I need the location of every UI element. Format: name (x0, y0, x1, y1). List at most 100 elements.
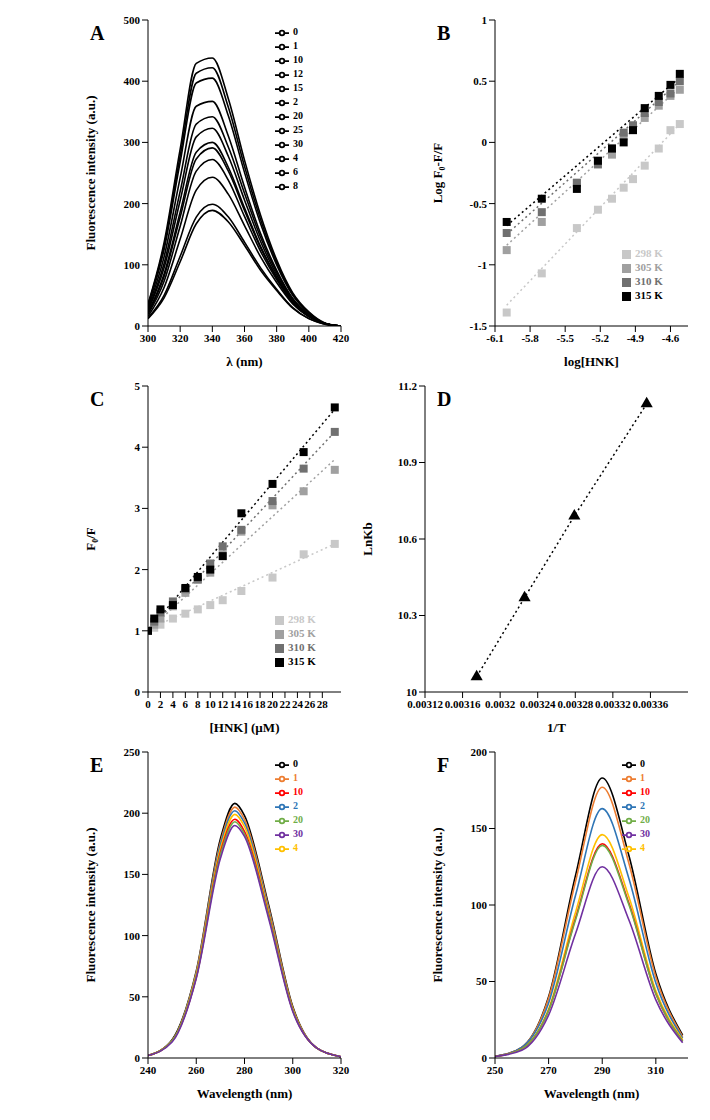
svg-text:280: 280 (236, 1064, 253, 1076)
svg-text:-0.5: -0.5 (470, 198, 488, 210)
svg-text:λ (nm): λ (nm) (226, 354, 262, 369)
svg-text:-1: -1 (478, 259, 487, 271)
svg-text:0.00328: 0.00328 (557, 698, 593, 710)
svg-text:0.00336: 0.00336 (633, 698, 669, 710)
svg-text:0: 0 (482, 1052, 488, 1064)
svg-text:20: 20 (267, 698, 279, 710)
html-text:315 K: 315 K (635, 289, 663, 301)
svg-text:50: 50 (476, 975, 488, 987)
svg-text:22: 22 (279, 698, 291, 710)
svg-text:0.00316: 0.00316 (445, 698, 481, 710)
svg-text:24: 24 (292, 698, 304, 710)
svg-text:14: 14 (230, 698, 242, 710)
svg-text:-1.5: -1.5 (470, 320, 488, 332)
svg-text:11.2: 11.2 (398, 380, 417, 392)
svg-text:420: 420 (333, 332, 350, 344)
svg-text:10: 10 (205, 698, 217, 710)
svg-text:-5.8: -5.8 (521, 332, 539, 344)
html-text:A: A (90, 22, 105, 44)
svg-text:3: 3 (135, 502, 141, 514)
svg-text:Wavelength (nm): Wavelength (nm) (544, 1086, 640, 1101)
svg-text:0: 0 (482, 136, 488, 148)
html-text:298 K: 298 K (635, 247, 663, 259)
svg-text:1: 1 (135, 625, 141, 637)
svg-text:LnKb: LnKb (360, 522, 375, 555)
html-text:D: D (437, 388, 452, 410)
svg-text:-4.9: -4.9 (627, 332, 645, 344)
svg-text:Fluorescence intensity (a.u.): Fluorescence intensity (a.u.) (430, 827, 445, 982)
svg-text:250: 250 (487, 1064, 504, 1076)
svg-text:Wavelength (nm): Wavelength (nm) (197, 1086, 293, 1101)
svg-text:-5.2: -5.2 (592, 332, 610, 344)
svg-text:5: 5 (135, 380, 141, 392)
svg-text:2: 2 (158, 698, 164, 710)
svg-text:360: 360 (236, 332, 253, 344)
html-text:E: E (90, 754, 104, 776)
svg-text:100: 100 (124, 259, 141, 271)
svg-text:10.6: 10.6 (398, 533, 418, 545)
svg-text:200: 200 (471, 746, 488, 758)
svg-text:320: 320 (333, 1064, 350, 1076)
svg-text:4: 4 (170, 698, 176, 710)
html-text:B: B (437, 22, 451, 44)
svg-text:240: 240 (140, 1064, 157, 1076)
html-text:F: F (437, 754, 450, 776)
svg-text:400: 400 (301, 332, 318, 344)
svg-text:[HNK] (µM): [HNK] (µM) (210, 720, 280, 735)
html-text:310 K: 310 K (635, 275, 663, 287)
svg-text:F₀/F: F₀/F (83, 527, 98, 550)
svg-text:380: 380 (268, 332, 285, 344)
svg-text:150: 150 (471, 822, 488, 834)
svg-text:100: 100 (471, 899, 488, 911)
svg-text:Fluorescence intensity (a.u.): Fluorescence intensity (a.u.) (83, 827, 98, 982)
svg-text:0: 0 (135, 320, 141, 332)
svg-text:500: 500 (124, 14, 141, 26)
svg-text:150: 150 (124, 868, 141, 880)
svg-text:290: 290 (594, 1064, 611, 1076)
svg-text:100: 100 (124, 930, 141, 942)
svg-text:-6.1: -6.1 (486, 332, 503, 344)
svg-text:28: 28 (317, 698, 329, 710)
svg-text:300: 300 (285, 1064, 302, 1076)
svg-text:1/T: 1/T (547, 720, 566, 735)
svg-text:320: 320 (172, 332, 189, 344)
svg-text:0.00332: 0.00332 (595, 698, 631, 710)
svg-text:log[HNK]: log[HNK] (564, 354, 619, 369)
svg-text:1: 1 (482, 14, 488, 26)
svg-text:4: 4 (135, 441, 141, 453)
svg-text:0.00324: 0.00324 (520, 698, 556, 710)
svg-text:270: 270 (540, 1064, 557, 1076)
svg-text:26: 26 (304, 698, 316, 710)
svg-text:0.0032: 0.0032 (485, 698, 516, 710)
svg-text:10.3: 10.3 (398, 609, 418, 621)
svg-text:340: 340 (204, 332, 221, 344)
svg-text:10.9: 10.9 (398, 456, 418, 468)
svg-text:260: 260 (188, 1064, 205, 1076)
svg-text:8: 8 (195, 698, 201, 710)
svg-text:-4.6: -4.6 (662, 332, 680, 344)
svg-text:400: 400 (124, 75, 141, 87)
svg-text:0: 0 (135, 1052, 141, 1064)
svg-text:200: 200 (124, 198, 141, 210)
svg-text:0.5: 0.5 (473, 75, 487, 87)
svg-text:50: 50 (129, 991, 141, 1003)
svg-text:Log F₀-F/F: Log F₀-F/F (430, 143, 445, 204)
svg-text:0.00312: 0.00312 (407, 698, 443, 710)
svg-text:18: 18 (255, 698, 267, 710)
svg-text:6: 6 (183, 698, 189, 710)
svg-text:200: 200 (124, 807, 141, 819)
html-text:305 K: 305 K (635, 261, 663, 273)
svg-text:0: 0 (145, 698, 151, 710)
svg-text:300: 300 (140, 332, 157, 344)
svg-text:-5.5: -5.5 (556, 332, 574, 344)
svg-text:10: 10 (406, 686, 418, 698)
svg-text:310: 310 (648, 1064, 665, 1076)
svg-text:0: 0 (135, 686, 141, 698)
svg-text:300: 300 (124, 136, 141, 148)
html-text:C: C (90, 388, 105, 410)
svg-text:12: 12 (217, 698, 229, 710)
svg-text:Fluorescence intensity (a.u.): Fluorescence intensity (a.u.) (83, 95, 98, 250)
svg-text:2: 2 (135, 564, 141, 576)
svg-text:250: 250 (124, 746, 141, 758)
svg-text:16: 16 (242, 698, 254, 710)
